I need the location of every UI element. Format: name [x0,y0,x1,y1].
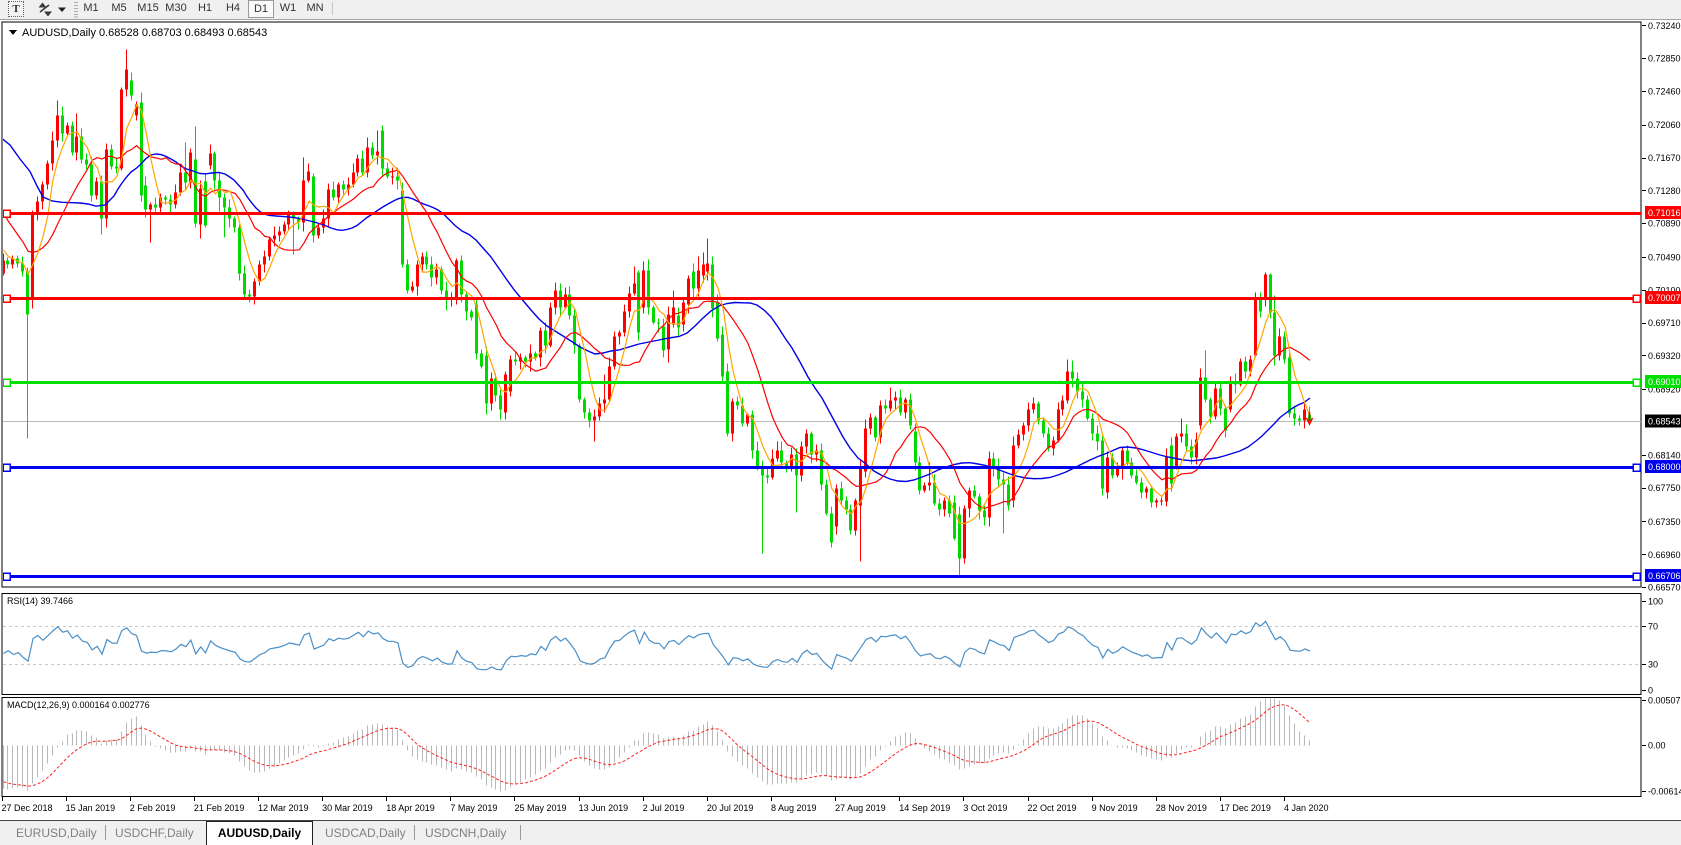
svg-text:9 Nov 2019: 9 Nov 2019 [1092,803,1138,813]
svg-text:4 Jan 2020: 4 Jan 2020 [1284,803,1329,813]
svg-text:7 May 2019: 7 May 2019 [450,803,497,813]
svg-text:30 Mar 2019: 30 Mar 2019 [322,803,373,813]
svg-text:20 Jul 2019: 20 Jul 2019 [707,803,754,813]
svg-text:70: 70 [1648,622,1658,632]
svg-text:0.68140: 0.68140 [1648,450,1681,460]
svg-text:8 Aug 2019: 8 Aug 2019 [771,803,817,813]
svg-text:0.69320: 0.69320 [1648,351,1681,361]
svg-text:0.68543: 0.68543 [1648,416,1681,426]
svg-text:0.72850: 0.72850 [1648,54,1681,64]
svg-text:12 Mar 2019: 12 Mar 2019 [258,803,309,813]
svg-text:0: 0 [1648,686,1653,696]
svg-text:MACD(12,26,9) 0.000164 0.00277: MACD(12,26,9) 0.000164 0.002776 [7,700,150,710]
svg-text:27 Aug 2019: 27 Aug 2019 [835,803,886,813]
svg-text:0.70890: 0.70890 [1648,219,1681,229]
svg-text:0.66570: 0.66570 [1648,583,1681,593]
svg-text:0.70007: 0.70007 [1648,293,1681,303]
svg-text:0.69710: 0.69710 [1648,318,1681,328]
svg-text:100: 100 [1648,597,1663,607]
svg-text:0.0050760: 0.0050760 [1648,696,1681,706]
svg-text:0.72060: 0.72060 [1648,120,1681,130]
svg-text:15 Jan 2019: 15 Jan 2019 [66,803,116,813]
svg-text:30: 30 [1648,660,1658,670]
svg-text:0.66706: 0.66706 [1648,571,1681,581]
svg-text:AUDUSD,Daily 0.68528 0.68703: AUDUSD,Daily 0.68528 0.68703 0.68493 0.6… [22,27,267,39]
svg-text:0.72460: 0.72460 [1648,87,1681,97]
svg-text:17 Dec 2019: 17 Dec 2019 [1220,803,1271,813]
svg-text:0.70490: 0.70490 [1648,252,1681,262]
svg-text:2 Feb 2019: 2 Feb 2019 [130,803,176,813]
svg-text:0.66960: 0.66960 [1648,550,1681,560]
svg-text:0.68920: 0.68920 [1648,385,1681,395]
svg-text:13 Jun 2019: 13 Jun 2019 [579,803,629,813]
svg-text:0.68000: 0.68000 [1648,462,1681,472]
svg-text:0.71670: 0.71670 [1648,153,1681,163]
svg-text:0.71280: 0.71280 [1648,186,1681,196]
svg-text:0.00: 0.00 [1648,741,1666,751]
svg-text:27 Dec 2018: 27 Dec 2018 [2,803,53,813]
svg-text:0.70100: 0.70100 [1648,285,1681,295]
svg-text:RSI(14) 39.7466: RSI(14) 39.7466 [7,596,73,606]
svg-text:28 Nov 2019: 28 Nov 2019 [1156,803,1207,813]
svg-text:3 Oct 2019: 3 Oct 2019 [963,803,1007,813]
svg-text:25 May 2019: 25 May 2019 [515,803,567,813]
svg-text:-0.0061480: -0.0061480 [1648,787,1681,797]
svg-text:0.67350: 0.67350 [1648,517,1681,527]
svg-text:14 Sep 2019: 14 Sep 2019 [899,803,950,813]
svg-text:0.69010: 0.69010 [1648,377,1681,387]
svg-text:21 Feb 2019: 21 Feb 2019 [194,803,245,813]
svg-text:18 Apr 2019: 18 Apr 2019 [386,803,435,813]
svg-text:0.73240: 0.73240 [1648,21,1681,31]
svg-text:2 Jul 2019: 2 Jul 2019 [643,803,685,813]
svg-text:0.71016: 0.71016 [1648,208,1681,218]
svg-text:22 Oct 2019: 22 Oct 2019 [1028,803,1077,813]
svg-text:0.67750: 0.67750 [1648,483,1681,493]
